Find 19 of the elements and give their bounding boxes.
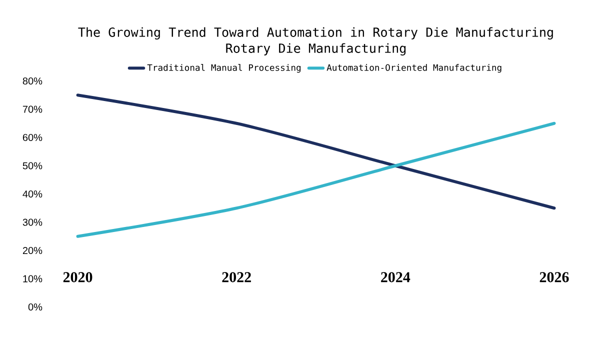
y-tick-label: 30% bbox=[22, 218, 42, 226]
chart-subtitle: Rotary Die Manufacturing bbox=[226, 43, 406, 56]
x-tick-label: 2024 bbox=[381, 272, 410, 282]
y-tick-label: 60% bbox=[22, 134, 42, 142]
legend-label: Traditional Manual Processing bbox=[147, 64, 301, 73]
chart-title: The Growing Trend Toward Automation in Rotary Die Manufacturing bbox=[78, 27, 553, 40]
y-tick-label: 20% bbox=[22, 246, 42, 254]
line-series bbox=[76, 94, 556, 210]
y-tick-label: 40% bbox=[22, 190, 42, 198]
x-tick-label: 2026 bbox=[540, 272, 569, 282]
y-tick-label: 70% bbox=[22, 106, 42, 113]
y-tick-label: 10% bbox=[23, 275, 42, 282]
x-tick-label: 2020 bbox=[63, 272, 92, 282]
legend-label: Automation-Oriented Manufacturing bbox=[326, 64, 502, 73]
line-series bbox=[76, 122, 556, 238]
x-tick-label: 2022 bbox=[222, 272, 251, 282]
y-tick-label: 50% bbox=[22, 162, 42, 170]
y-tick-label: 0% bbox=[28, 303, 42, 311]
y-tick-label: 80% bbox=[22, 77, 42, 85]
